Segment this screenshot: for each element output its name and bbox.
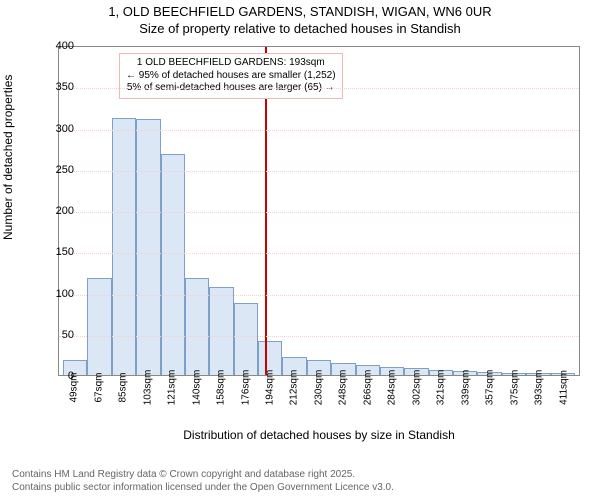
x-tick-label: 140sqm	[191, 370, 202, 406]
x-tick: 140sqm	[184, 378, 208, 432]
plot-area: 1 OLD BEECHFIELD GARDENS: 193sqm← 95% of…	[58, 46, 580, 376]
x-tick: 230sqm	[307, 378, 331, 432]
x-tick-label: 248sqm	[338, 370, 349, 406]
callout-box: 1 OLD BEECHFIELD GARDENS: 193sqm← 95% of…	[119, 53, 343, 99]
gridline	[59, 253, 579, 254]
footer-attribution: Contains HM Land Registry data © Crown c…	[12, 469, 394, 494]
x-tick: 176sqm	[233, 378, 257, 432]
gridline	[59, 88, 579, 89]
x-tick: 194sqm	[258, 378, 282, 432]
x-ticks: 49sqm67sqm85sqm103sqm121sqm140sqm158sqm1…	[58, 378, 580, 432]
x-tick-label: 85sqm	[118, 372, 129, 402]
y-tick-label: 250	[44, 164, 74, 176]
x-tick-label: 339sqm	[460, 370, 471, 406]
x-tick: 321sqm	[429, 378, 453, 432]
x-tick: 103sqm	[135, 378, 159, 432]
y-tick-label: 150	[44, 246, 74, 258]
title-line1: 1, OLD BEECHFIELD GARDENS, STANDISH, WIG…	[0, 4, 600, 21]
footer-line1: Contains HM Land Registry data © Crown c…	[12, 469, 394, 482]
histogram-bar	[185, 278, 209, 375]
y-tick-label: 350	[44, 81, 74, 93]
x-tick-label: 103sqm	[142, 370, 153, 406]
gridline	[59, 212, 579, 213]
y-tick-label: 50	[44, 329, 74, 341]
x-tick-label: 411sqm	[558, 370, 569, 405]
callout-line: ← 95% of detached houses are smaller (1,…	[126, 70, 336, 83]
gridline	[59, 171, 579, 172]
y-tick-label: 100	[44, 288, 74, 300]
x-tick-label: 194sqm	[264, 370, 275, 406]
histogram-bar	[234, 303, 258, 375]
x-tick-label: 357sqm	[485, 370, 496, 406]
y-tick-label: 300	[44, 123, 74, 135]
x-tick-label: 212sqm	[289, 370, 300, 406]
x-tick: 248sqm	[331, 378, 355, 432]
x-tick-label: 230sqm	[313, 370, 324, 406]
x-tick-label: 121sqm	[167, 370, 178, 406]
x-tick: 212sqm	[282, 378, 306, 432]
x-tick: 284sqm	[380, 378, 404, 432]
x-tick-label: 375sqm	[509, 370, 520, 406]
x-tick-label: 393sqm	[534, 370, 545, 406]
y-axis-label: Number of detached properties	[1, 75, 15, 240]
x-tick: 121sqm	[160, 378, 184, 432]
y-tick-label: 400	[44, 40, 74, 52]
x-tick-label: 266sqm	[362, 370, 373, 406]
y-tick-label: 200	[44, 205, 74, 217]
histogram-bar	[87, 278, 111, 375]
x-tick: 85sqm	[111, 378, 135, 432]
x-tick: 302sqm	[405, 378, 429, 432]
gridline	[59, 295, 579, 296]
chart: Number of detached properties 1 OLD BEEC…	[0, 40, 600, 440]
x-tick: 67sqm	[86, 378, 110, 432]
callout-line: 1 OLD BEECHFIELD GARDENS: 193sqm	[126, 57, 336, 70]
histogram-bar	[161, 154, 185, 375]
x-tick: 393sqm	[527, 378, 551, 432]
x-tick-label: 302sqm	[411, 370, 422, 406]
x-tick: 357sqm	[478, 378, 502, 432]
title-line2: Size of property relative to detached ho…	[0, 21, 600, 38]
x-tick: 49sqm	[62, 378, 86, 432]
x-tick: 375sqm	[502, 378, 526, 432]
x-tick-label: 67sqm	[93, 372, 104, 402]
x-tick-label: 49sqm	[69, 372, 80, 402]
x-tick: 158sqm	[209, 378, 233, 432]
footer-line2: Contains public sector information licen…	[12, 482, 394, 495]
gridline	[59, 130, 579, 131]
x-tick-label: 321sqm	[436, 370, 447, 406]
x-tick: 339sqm	[454, 378, 478, 432]
x-tick: 266sqm	[356, 378, 380, 432]
x-axis-label: Distribution of detached houses by size …	[58, 428, 580, 442]
x-tick: 411sqm	[551, 378, 575, 432]
gridline	[59, 336, 579, 337]
x-tick-label: 284sqm	[387, 370, 398, 406]
chart-title: 1, OLD BEECHFIELD GARDENS, STANDISH, WIG…	[0, 0, 600, 38]
histogram-bar	[209, 287, 233, 375]
x-tick-label: 158sqm	[216, 370, 227, 406]
x-tick-label: 176sqm	[240, 370, 251, 406]
